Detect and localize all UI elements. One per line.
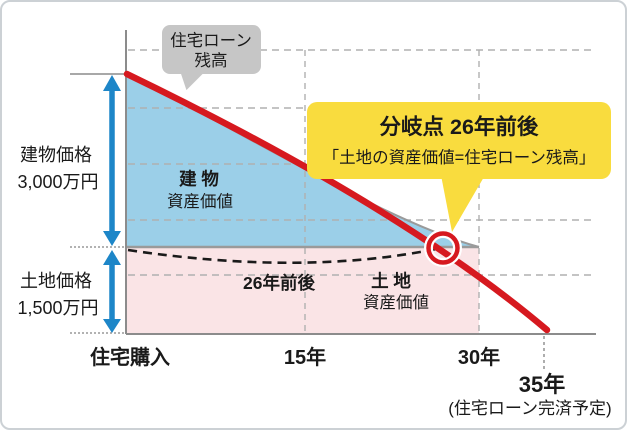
building-area-label-line1: 建 物 [179, 169, 219, 189]
land-price-label-line2: 1,500万円 [17, 298, 98, 318]
loan-balance-line [123, 70, 551, 334]
x-label-35y: 35年 [519, 372, 565, 397]
land-asset-area [127, 247, 479, 333]
loan-callout-text-line2: 残高 [195, 51, 228, 70]
building-price-label-line1: 建物価格 [20, 145, 92, 165]
branch-callout-tail [440, 170, 488, 232]
building-price-arrow [103, 75, 121, 246]
branch-callout-box [307, 102, 611, 179]
building-asset-area [127, 74, 479, 247]
loan-callout: 住宅ローン 残高 [162, 25, 261, 94]
loan-callout-text-line1: 住宅ローン [170, 31, 252, 50]
x-label-15y: 15年 [284, 345, 326, 369]
x-label-30y: 30年 [458, 345, 500, 369]
land-area-label-line2: 資産価値 [363, 293, 429, 312]
branch-callout-title: 分岐点 26年前後 [380, 114, 539, 139]
branch-callout: 分岐点 26年前後 「土地の資産価値=住宅ローン残高」 [307, 102, 611, 232]
land-price-label-line1: 土地価格 [20, 271, 92, 291]
building-price-label-line2: 3,000万円 [17, 172, 98, 192]
land-price-arrow [103, 250, 121, 333]
crossing-circle [426, 231, 460, 265]
vertical-gridlines [304, 50, 480, 333]
building-area-label-line2: 資産価値 [167, 192, 233, 211]
axes [125, 30, 596, 335]
x-label-purchase: 住宅購入 [90, 345, 170, 369]
branch-callout-subtitle: 「土地の資産価値=住宅ローン残高」 [323, 148, 596, 167]
loan-callout-box [162, 25, 261, 74]
x-label-35y-note: (住宅ローン完済予定) [448, 399, 611, 418]
crossing-year-label: 26年前後 [243, 273, 315, 293]
land-area-label-line1: 土 地 [371, 271, 411, 291]
land-value-dashed-curve [127, 247, 437, 265]
